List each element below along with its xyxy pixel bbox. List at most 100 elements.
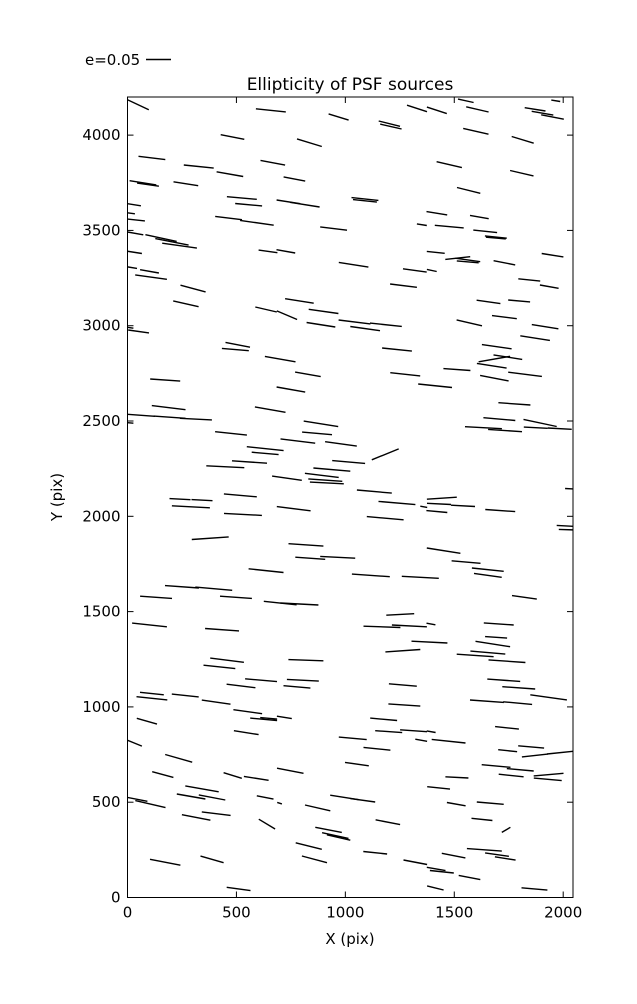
whisker-segment xyxy=(332,461,365,464)
whisker-segment xyxy=(255,407,286,412)
y-tick-label: 1500 xyxy=(82,603,120,621)
whisker-segment xyxy=(452,561,481,564)
whisker-segment xyxy=(524,427,548,428)
whisker-segment xyxy=(435,225,464,228)
whisker-segment xyxy=(297,139,322,147)
whisker-segment xyxy=(427,787,450,789)
whisker-segment xyxy=(480,375,509,381)
whisker-segment xyxy=(247,447,284,451)
whisker-segment xyxy=(227,197,257,200)
whisker-segment xyxy=(150,379,180,381)
whisker-segment xyxy=(494,261,516,265)
whisker-segment xyxy=(210,658,244,662)
whisker-segment xyxy=(508,372,542,376)
plot-title: Ellipticity of PSF sources xyxy=(247,75,454,95)
whisker-segment xyxy=(284,177,306,181)
whisker-segment xyxy=(139,156,166,159)
whisker-segment xyxy=(485,637,507,639)
whisker-segment xyxy=(370,323,402,326)
whisker-segment xyxy=(534,778,562,781)
whisker-segment xyxy=(288,660,323,661)
whisker-segment xyxy=(442,853,466,858)
whisker-segment xyxy=(135,275,167,279)
whisker-segment xyxy=(415,739,427,741)
whisker-segment xyxy=(407,105,427,112)
whisker-segment xyxy=(370,718,397,720)
whisker-segment xyxy=(457,188,480,194)
whisker-segment xyxy=(548,428,572,429)
whisker-segment xyxy=(325,442,357,446)
whisker-segment xyxy=(277,802,282,804)
whisker-segment xyxy=(127,100,149,110)
whisker-segment xyxy=(345,762,369,765)
whisker-segment xyxy=(202,812,231,816)
y-tick-label: 1000 xyxy=(82,698,120,716)
whisker-segment xyxy=(152,406,186,410)
whisker-segment xyxy=(542,254,564,257)
whisker-segment xyxy=(227,684,256,688)
whisker-segment xyxy=(518,746,544,748)
whisker-segment xyxy=(427,731,436,733)
whisker-segment xyxy=(445,777,468,778)
whisker-segment xyxy=(181,285,206,292)
whisker-segment xyxy=(339,320,371,324)
whisker-segment xyxy=(418,384,452,388)
whisker-segment xyxy=(525,108,546,111)
whisker-segment xyxy=(285,299,314,304)
whisker-segment xyxy=(367,517,404,520)
whisker-segment xyxy=(280,603,318,605)
whisker-segment xyxy=(412,641,448,643)
whisker-segment xyxy=(233,710,262,714)
whisker-segment xyxy=(402,576,439,578)
whisker-segment xyxy=(240,220,274,225)
whisker-segment xyxy=(512,596,537,600)
whisker-segment xyxy=(404,860,428,865)
whisker-segment xyxy=(427,867,446,870)
whisker-segment xyxy=(484,623,514,625)
whisker-segment xyxy=(389,684,417,686)
whisker-segment xyxy=(127,267,137,269)
whisker-segment xyxy=(128,330,149,333)
whisker-segment xyxy=(195,587,232,590)
whisker-segment xyxy=(443,369,470,371)
whisker-segment xyxy=(427,623,436,625)
legend: e=0.05 xyxy=(85,51,171,69)
y-tick-label: 0 xyxy=(111,889,121,907)
whisker-segment xyxy=(524,419,557,426)
whisker-segment xyxy=(329,114,349,120)
whisker-segment xyxy=(426,511,447,513)
whisker-segment xyxy=(477,802,504,804)
whisker-segment xyxy=(477,300,501,303)
whisker-segment xyxy=(432,739,466,743)
whisker-segment xyxy=(204,665,236,668)
whisker-segment xyxy=(364,747,391,750)
whisker-segment xyxy=(224,773,242,779)
whisker-segment xyxy=(224,494,257,497)
whisker-segment xyxy=(488,429,522,431)
whisker-segment xyxy=(287,679,319,681)
whisker-segment xyxy=(170,499,191,500)
whisker-segment xyxy=(390,284,417,287)
whisker-segment xyxy=(307,323,336,328)
whisker-segment xyxy=(252,452,279,454)
whisker-segment xyxy=(244,776,269,780)
whisker-segment xyxy=(184,165,214,168)
whisker-segment xyxy=(503,702,532,705)
whisker-segment xyxy=(202,700,231,704)
whisker-segment xyxy=(498,750,517,752)
whisker-segment xyxy=(417,224,427,226)
whisker-segment xyxy=(150,859,180,865)
whisker-segment xyxy=(127,740,142,746)
whisker-segment xyxy=(427,548,461,553)
whisker-segment xyxy=(492,316,517,319)
whisker-segment xyxy=(255,307,276,312)
whisker-segment xyxy=(508,300,530,302)
whisker-segment xyxy=(277,768,304,773)
whisker-segment xyxy=(473,230,497,233)
whisker-segment xyxy=(376,820,401,825)
whisker-segment xyxy=(427,886,444,890)
whisker-segment xyxy=(205,629,239,631)
whisker-segment xyxy=(140,596,172,598)
